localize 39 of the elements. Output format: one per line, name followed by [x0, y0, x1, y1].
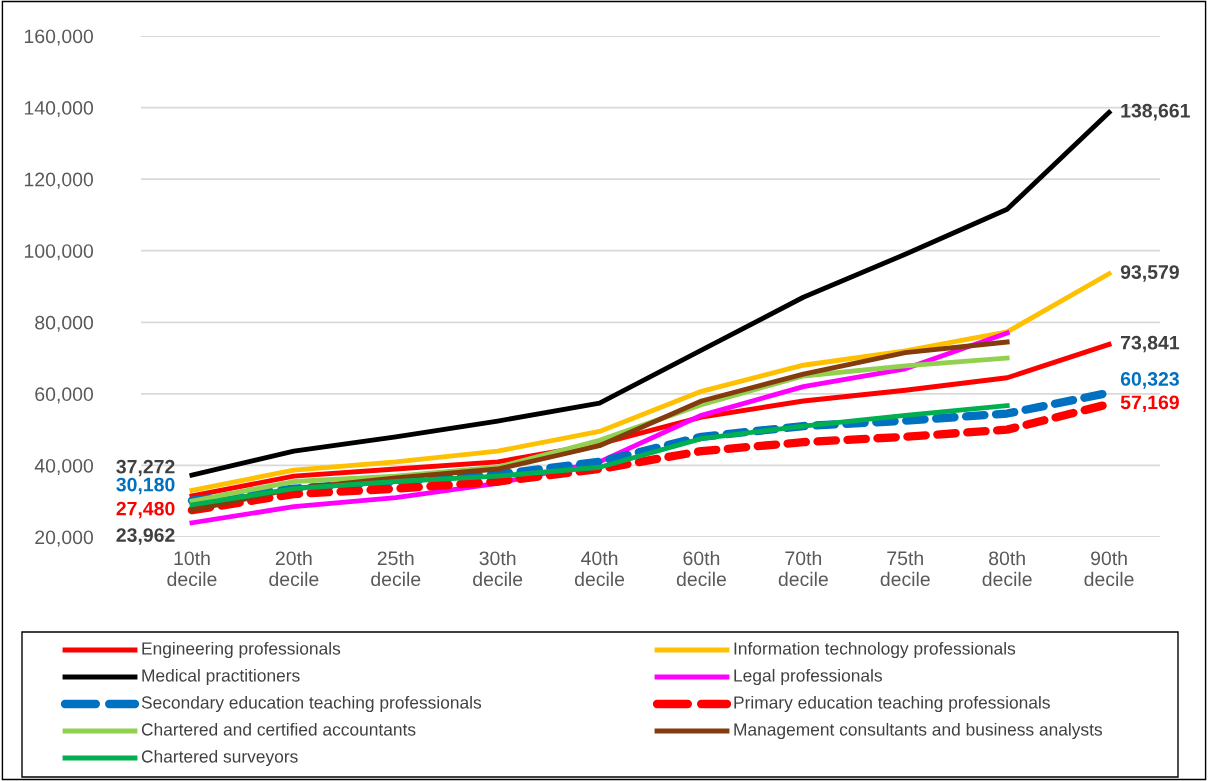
data-label: 27,480 — [116, 501, 175, 519]
legend-label: Management consultants and business analysts — [734, 722, 1102, 740]
data-label: 60,323 — [1120, 372, 1179, 389]
x-tick-label: 75th decile — [880, 550, 930, 587]
y-tick-label: 120,000 — [24, 172, 94, 189]
legend-label: Legal professionals — [734, 668, 882, 686]
legend-label: Primary education teaching professionals — [734, 695, 1050, 713]
x-tick-label: 30th decile — [473, 550, 523, 587]
x-tick-label: 20th decile — [269, 550, 319, 587]
line-series — [189, 271, 1112, 493]
y-tick-label: 20,000 — [35, 530, 94, 547]
legend-label: Medical practitioners — [142, 668, 300, 686]
data-label: 23,962 — [116, 528, 175, 545]
legend-label: Engineering professionals — [142, 641, 341, 659]
data-label: 30,180 — [116, 477, 175, 495]
line-series — [189, 109, 1112, 478]
x-tick-label: 25th decile — [371, 550, 421, 587]
data-label: 138,661 — [1121, 103, 1190, 121]
y-tick-label: 100,000 — [24, 244, 94, 261]
data-label: 73,841 — [1121, 335, 1180, 353]
legend-label: Chartered and certified accountants — [141, 722, 416, 736]
x-tick-label: 70th decile — [778, 550, 828, 587]
x-tick-label: 10th decile — [167, 550, 217, 587]
x-tick-label: 60th decile — [676, 550, 726, 587]
data-label: 37,272 — [116, 459, 175, 477]
x-tick-label: 80th decile — [982, 550, 1032, 587]
x-tick-label: 90th decile — [1084, 550, 1134, 587]
y-tick-label: 60,000 — [35, 387, 94, 404]
legend-label: Information technology professionals — [734, 641, 1016, 659]
y-tick-label: 80,000 — [35, 315, 94, 332]
data-label: 93,579 — [1120, 265, 1179, 282]
data-label: 57,169 — [1120, 395, 1179, 413]
y-tick-label: 140,000 — [24, 101, 94, 118]
y-tick-label: 40,000 — [34, 458, 94, 475]
legend-label: Chartered surveyors — [141, 749, 298, 767]
y-tick-label: 160,000 — [24, 29, 94, 46]
legend-label: Secondary education teaching professionals — [141, 695, 482, 713]
line-series — [189, 403, 1010, 508]
x-tick-label: 40th decile — [574, 550, 625, 587]
